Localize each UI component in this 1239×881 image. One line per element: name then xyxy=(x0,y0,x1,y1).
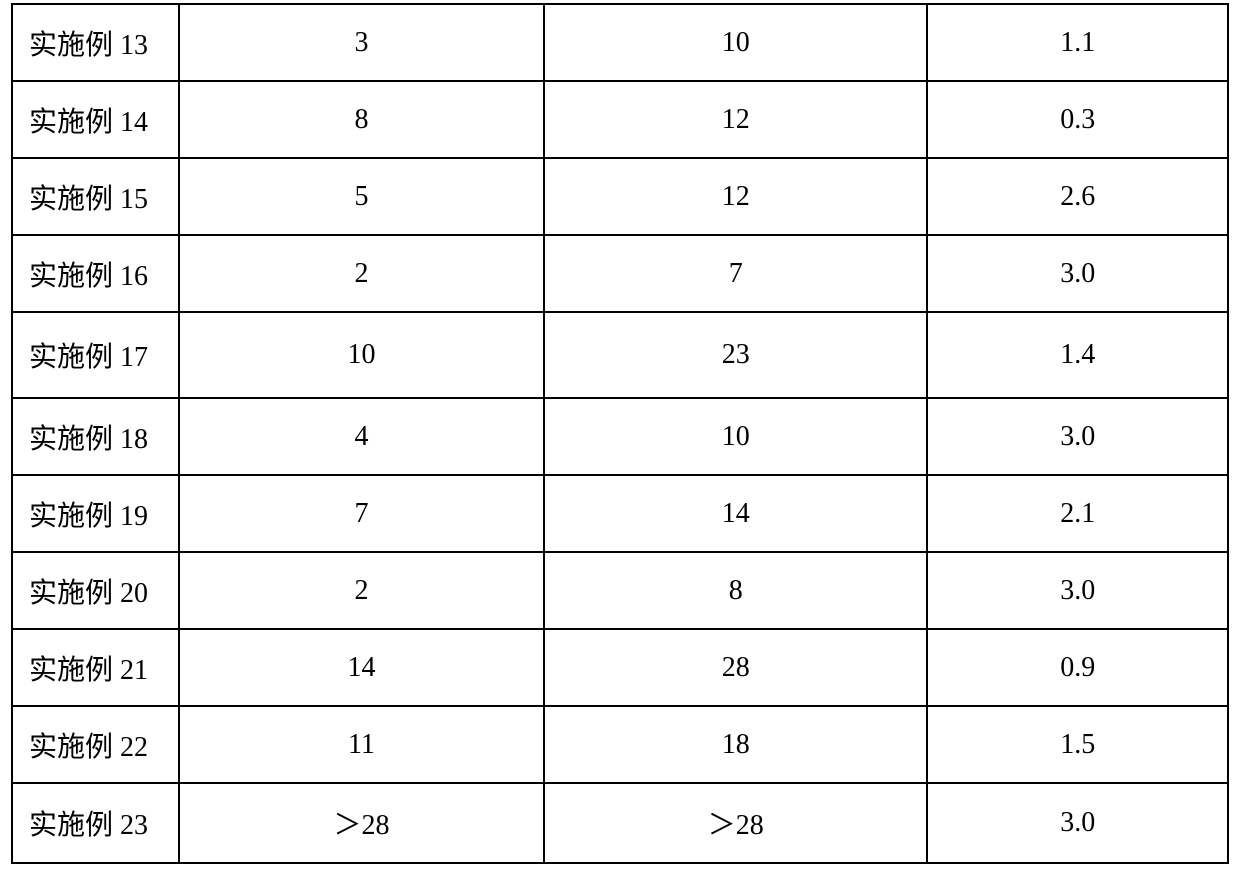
table-row: 实施例 17 10 23 1.4 xyxy=(12,312,1228,398)
row-label: 实施例 18 xyxy=(12,398,179,475)
row-label: 实施例 15 xyxy=(12,158,179,235)
cell-v2: 12 xyxy=(544,81,927,158)
data-table: 实施例 13 3 10 1.1 实施例 14 8 12 0.3 实施例 15 5… xyxy=(11,3,1229,864)
cell-v3: 3.0 xyxy=(927,235,1228,312)
cell-v1: 8 xyxy=(179,81,544,158)
cell-v1: 2 xyxy=(179,235,544,312)
cell-v2: 28 xyxy=(544,629,927,706)
row-label: 实施例 13 xyxy=(12,4,179,81)
table-row: 实施例 14 8 12 0.3 xyxy=(12,81,1228,158)
cell-v1: 2 xyxy=(179,552,544,629)
cell-v3: 1.5 xyxy=(927,706,1228,783)
row-label: 实施例 19 xyxy=(12,475,179,552)
cell-v3: 3.0 xyxy=(927,398,1228,475)
cell-v3: 2.6 xyxy=(927,158,1228,235)
cell-v2: 7 xyxy=(544,235,927,312)
row-label: 实施例 16 xyxy=(12,235,179,312)
cell-v2: 10 xyxy=(544,4,927,81)
cell-v1: 3 xyxy=(179,4,544,81)
table-row: 实施例 16 2 7 3.0 xyxy=(12,235,1228,312)
cell-v2: 12 xyxy=(544,158,927,235)
cell-v3: 3.0 xyxy=(927,552,1228,629)
row-label: 实施例 21 xyxy=(12,629,179,706)
row-label: 实施例 22 xyxy=(12,706,179,783)
table-row: 实施例 15 5 12 2.6 xyxy=(12,158,1228,235)
cell-v3: 1.1 xyxy=(927,4,1228,81)
table-row: 实施例 22 11 18 1.5 xyxy=(12,706,1228,783)
table-row: 实施例 21 14 28 0.9 xyxy=(12,629,1228,706)
cell-v3: 0.9 xyxy=(927,629,1228,706)
table-row: 实施例 23 ＞28 ＞28 3.0 xyxy=(12,783,1228,863)
cell-v3: 2.1 xyxy=(927,475,1228,552)
cell-v1: ＞28 xyxy=(179,783,544,863)
cell-v3: 3.0 xyxy=(927,783,1228,863)
cell-v3: 0.3 xyxy=(927,81,1228,158)
cell-v1: 4 xyxy=(179,398,544,475)
cell-v2: 23 xyxy=(544,312,927,398)
row-label: 实施例 17 xyxy=(12,312,179,398)
table-row: 实施例 13 3 10 1.1 xyxy=(12,4,1228,81)
row-label: 实施例 20 xyxy=(12,552,179,629)
cell-v1: 7 xyxy=(179,475,544,552)
cell-v1: 14 xyxy=(179,629,544,706)
table-row: 实施例 19 7 14 2.1 xyxy=(12,475,1228,552)
row-label: 实施例 23 xyxy=(12,783,179,863)
table-body: 实施例 13 3 10 1.1 实施例 14 8 12 0.3 实施例 15 5… xyxy=(12,4,1228,863)
cell-v1: 5 xyxy=(179,158,544,235)
cell-v2: 14 xyxy=(544,475,927,552)
cell-v2: 10 xyxy=(544,398,927,475)
cell-v1: 11 xyxy=(179,706,544,783)
cell-v3: 1.4 xyxy=(927,312,1228,398)
table-row: 实施例 20 2 8 3.0 xyxy=(12,552,1228,629)
cell-v2: ＞28 xyxy=(544,783,927,863)
cell-v2: 18 xyxy=(544,706,927,783)
cell-v1: 10 xyxy=(179,312,544,398)
table-row: 实施例 18 4 10 3.0 xyxy=(12,398,1228,475)
cell-v2: 8 xyxy=(544,552,927,629)
row-label: 实施例 14 xyxy=(12,81,179,158)
